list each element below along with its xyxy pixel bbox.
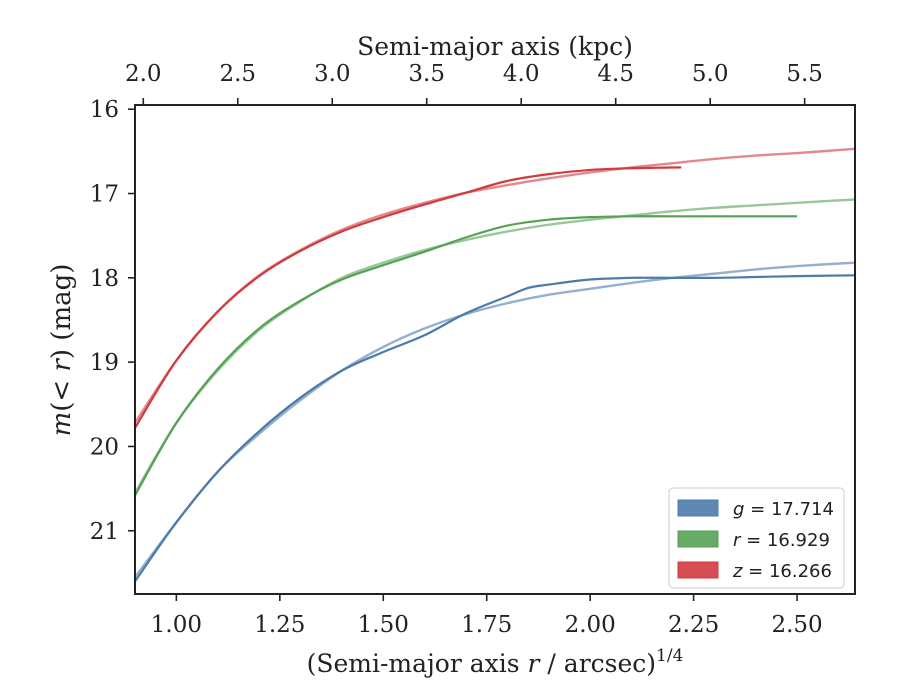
series-layer: [135, 147, 855, 582]
x-axis-label: (Semi-major axis r / arcsec)1/4: [307, 646, 684, 678]
top-tick-label: 4.5: [597, 61, 634, 87]
series-g-model-line: [135, 261, 855, 578]
series-r-observed-line: [135, 215, 798, 496]
x-tick-label: 1.50: [358, 612, 409, 638]
y-axis-ticks: 16 17 18 19 20 21: [90, 97, 135, 545]
y-tick-label: 19: [90, 350, 119, 376]
legend-label-r: r = 16.929: [733, 530, 830, 551]
x-tick-label: 1.25: [254, 612, 305, 638]
series-z-observed-line: [135, 166, 682, 429]
series-r-model-line: [135, 198, 855, 494]
top-tick-label: 5.5: [786, 61, 823, 87]
top-tick-label: 4.0: [503, 61, 540, 87]
top-axis-ticks: 2.0 2.5 3.0 3.5 4.0 4.5 5.0 5.5: [125, 61, 823, 105]
top-tick-label: 5.0: [692, 61, 729, 87]
y-tick-label: 18: [90, 266, 119, 292]
y-tick-label: 16: [90, 97, 119, 123]
legend-swatch-z: [677, 561, 719, 579]
x-tick-label: 2.25: [668, 612, 719, 638]
y-axis-label: m(< r) (mag): [47, 264, 77, 437]
top-tick-label: 3.5: [408, 61, 445, 87]
top-axis-label: Semi-major axis (kpc): [357, 32, 633, 61]
x-tick-label: 2.00: [565, 612, 616, 638]
y-tick-label: 20: [90, 434, 119, 460]
legend-swatch-g: [677, 499, 719, 517]
x-tick-label: 2.50: [771, 612, 822, 638]
top-tick-label: 2.0: [125, 61, 162, 87]
y-tick-label: 17: [90, 182, 119, 208]
top-tick-label: 2.5: [219, 61, 256, 87]
legend: g = 17.714 r = 16.929 z = 16.266: [668, 487, 845, 589]
legend-swatch-r: [677, 530, 719, 548]
legend-label-g: g = 17.714: [733, 499, 834, 520]
plot-frame: [134, 104, 856, 595]
x-tick-label: 1.75: [461, 612, 512, 638]
series-g-observed-line: [135, 274, 855, 582]
x-tick-label: 1.00: [151, 612, 202, 638]
legend-label-z: z = 16.266: [732, 561, 832, 582]
legend-entries: g = 17.714 r = 16.929 z = 16.266: [677, 499, 834, 582]
top-tick-label: 3.0: [314, 61, 351, 87]
x-axis-ticks: 1.00 1.25 1.50 1.75 2.00 2.25 2.50: [151, 594, 823, 638]
y-tick-label: 21: [90, 519, 119, 545]
